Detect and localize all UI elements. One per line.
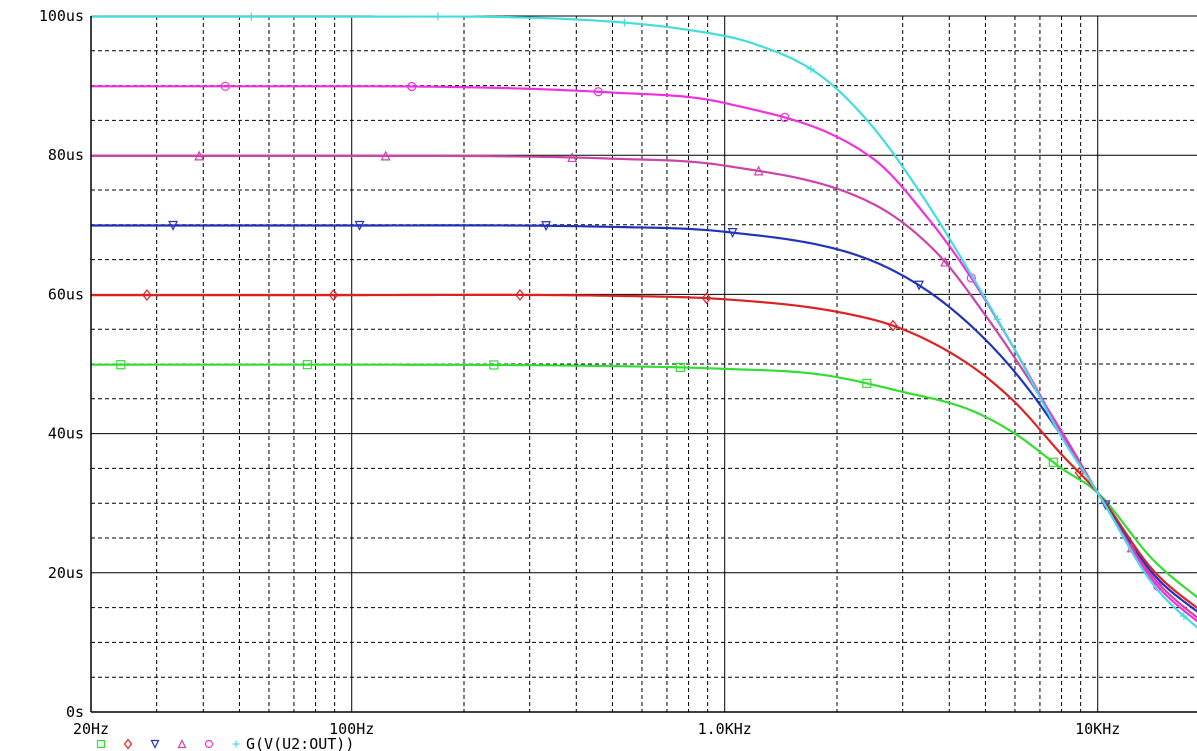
x-tick-label: 1.0KHz xyxy=(698,720,752,738)
x-tick-label: 100Hz xyxy=(329,720,374,738)
data-point xyxy=(407,81,417,92)
data-point xyxy=(328,289,339,302)
data-point xyxy=(354,220,365,231)
data-point xyxy=(993,315,1002,324)
legend-marker-circle xyxy=(204,739,214,749)
data-point xyxy=(888,319,898,332)
y-tick-label: 40us xyxy=(48,425,84,443)
data-point xyxy=(593,87,603,97)
data-point xyxy=(727,228,738,238)
y-tick-label: 0s xyxy=(66,703,84,721)
x-tick-label: 10KHz xyxy=(1075,720,1120,738)
legend-marker-triangle-up xyxy=(177,739,187,749)
data-point xyxy=(1179,612,1188,621)
data-point xyxy=(862,378,872,388)
data-point xyxy=(247,12,256,21)
data-point xyxy=(168,220,179,231)
data-point xyxy=(142,289,152,302)
legend-marker-triangle-down xyxy=(150,739,160,749)
data-point xyxy=(1048,457,1058,467)
y-tick-label: 80us xyxy=(48,146,84,164)
series-square xyxy=(91,360,1197,599)
legend-marker-diamond xyxy=(123,738,133,750)
y-tick-label: 60us xyxy=(48,285,84,303)
y-tick-label: 20us xyxy=(48,564,84,582)
series-layer xyxy=(91,12,1197,629)
x-tick-labels: 20Hz 100Hz 1.0KHz 10KHz xyxy=(73,720,1120,738)
series-line xyxy=(91,293,1197,610)
data-point xyxy=(116,360,126,370)
minor-grid xyxy=(90,16,1197,712)
series-triangle-down xyxy=(91,220,1197,613)
x-tick-label: 20Hz xyxy=(73,720,109,738)
series-line xyxy=(91,224,1197,613)
data-point xyxy=(567,152,578,163)
data-point xyxy=(380,150,391,161)
data-point xyxy=(302,360,312,370)
data-point xyxy=(753,165,764,176)
data-point xyxy=(1100,500,1111,511)
legend-marker-square xyxy=(96,739,106,749)
legend: G(V(U2:OUT)) xyxy=(96,735,354,751)
data-point xyxy=(541,221,552,232)
series-line xyxy=(91,363,1197,599)
legend-markers xyxy=(96,738,240,750)
data-point xyxy=(620,18,629,27)
data-point xyxy=(194,150,205,161)
y-tick-label: 100us xyxy=(39,7,84,25)
data-point xyxy=(220,81,230,91)
series-diamond xyxy=(91,288,1197,610)
series-plus xyxy=(91,12,1197,629)
data-point xyxy=(701,292,712,305)
data-point xyxy=(806,65,815,74)
data-point xyxy=(780,112,790,122)
data-point xyxy=(940,256,951,267)
series-line xyxy=(91,154,1197,619)
data-point xyxy=(515,288,525,301)
data-point xyxy=(1074,466,1085,479)
data-point xyxy=(433,12,442,21)
y-tick-labels: 0s 20us 40us 60us 80us 100us xyxy=(39,7,84,721)
data-point xyxy=(914,280,925,291)
series-line xyxy=(91,15,1197,629)
data-point xyxy=(675,362,685,372)
legend-marker-plus xyxy=(232,740,240,748)
data-point xyxy=(489,360,499,370)
legend-label: G(V(U2:OUT)) xyxy=(246,735,354,751)
